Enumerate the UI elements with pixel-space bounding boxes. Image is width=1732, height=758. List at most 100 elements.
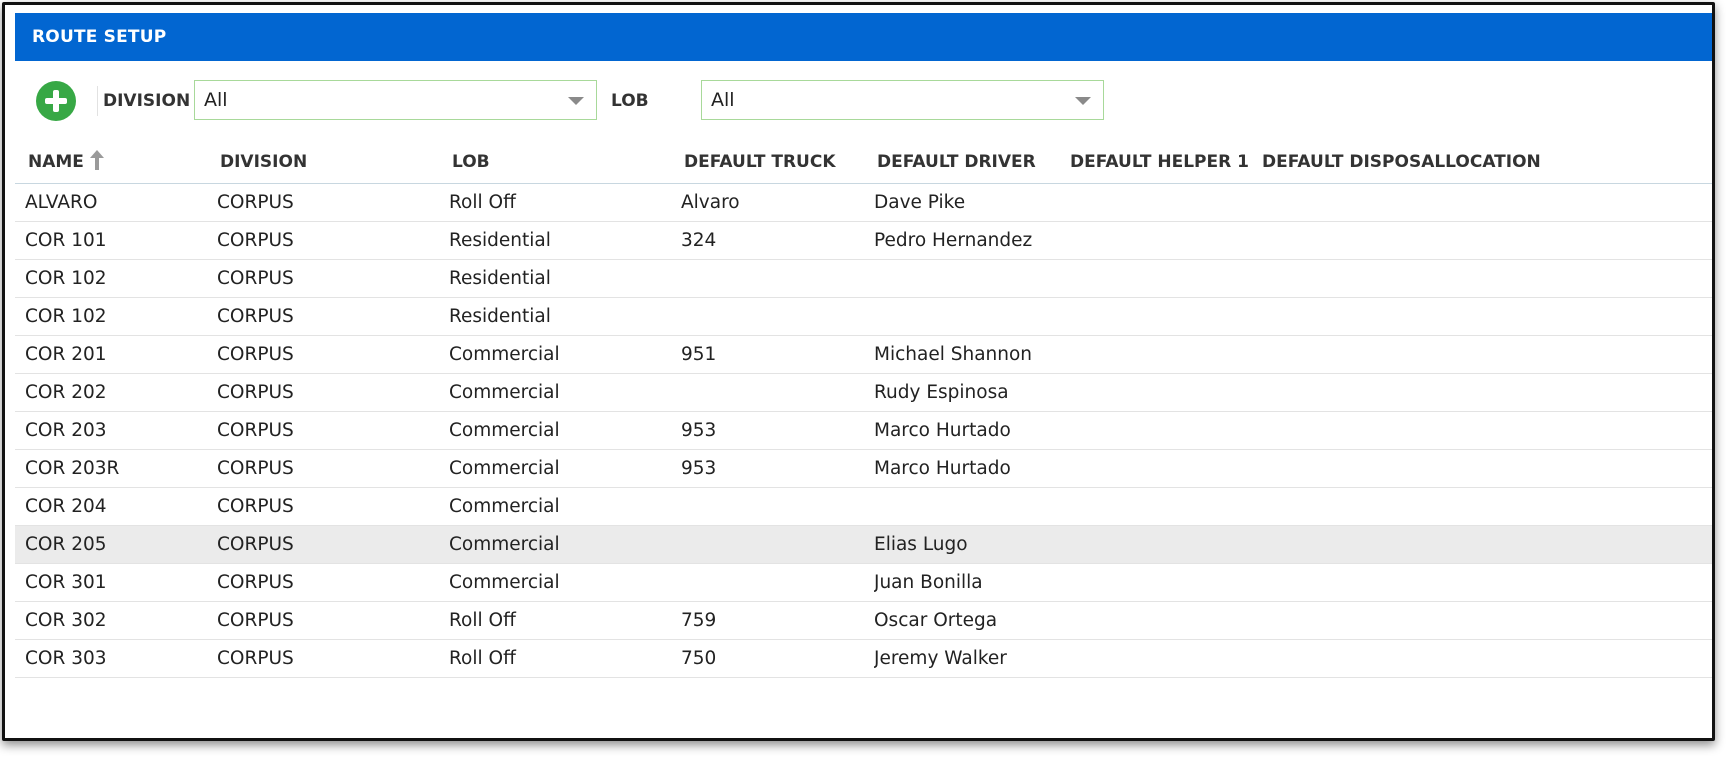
cell-default-disposal-location [1259,184,1559,221]
cell-name: COR 202 [25,382,107,403]
cell-lob: Commercial [449,382,560,403]
cell-default-truck [681,298,861,335]
table-row[interactable]: COR 302 CORPUS Roll Off 759 Oscar Ortega [15,602,1712,640]
column-header-division[interactable]: DIVISION [220,152,308,172]
filter-toolbar: DIVISION All LOB All [15,61,1712,141]
table-row[interactable]: COR 203 CORPUS Commercial 953 Marco Hurtado [15,412,1712,450]
cell-default-truck: 759 [681,610,717,631]
lob-filter-select[interactable]: All [701,80,1104,120]
cell-default-disposal-location [1259,564,1559,601]
cell-default-truck [681,488,861,525]
cell-division: CORPUS [217,420,294,441]
chevron-down-icon [568,97,584,105]
cell-default-truck: 953 [681,458,717,479]
cell-default-disposal-location [1259,222,1559,259]
cell-default-helper [1067,412,1257,449]
table-row[interactable]: COR 301 CORPUS Commercial Juan Bonilla [15,564,1712,602]
cell-name: COR 301 [25,572,107,593]
cell-name: COR 203 [25,420,107,441]
cell-default-disposal-location [1259,260,1559,297]
cell-default-helper [1067,298,1257,335]
column-header-default-driver[interactable]: DEFAULT DRIVER [877,152,1036,172]
cell-default-driver: Jeremy Walker [874,648,1007,669]
chevron-down-icon [1075,97,1091,105]
cell-default-helper [1067,222,1257,259]
cell-default-driver: Marco Hurtado [874,420,1011,441]
cell-name: COR 205 [25,534,107,555]
cell-name: COR 201 [25,344,107,365]
cell-lob: Roll Off [449,648,516,669]
cell-division: CORPUS [217,382,294,403]
table-row[interactable]: COR 201 CORPUS Commercial 951 Michael Shanno… [15,336,1712,374]
column-header-default-truck[interactable]: DEFAULT TRUCK [684,152,836,172]
cell-default-truck: 324 [681,230,717,251]
cell-default-disposal-location [1259,526,1559,563]
cell-name: COR 101 [25,230,107,251]
cell-default-helper [1067,640,1257,677]
cell-lob: Roll Off [449,192,516,213]
cell-default-truck [681,526,861,563]
cell-lob: Commercial [449,534,560,555]
cell-default-driver: Dave Pike [874,192,966,213]
cell-lob: Residential [449,268,551,289]
lob-filter-label: LOB [611,91,649,111]
table-row[interactable]: COR 102 CORPUS Residential [15,260,1712,298]
cell-name: COR 102 [25,306,107,327]
cell-default-truck [681,564,861,601]
cell-division: CORPUS [217,572,294,593]
cell-lob: Commercial [449,420,560,441]
column-header-default-helper[interactable]: DEFAULT HELPER 1 [1070,152,1249,172]
add-route-button[interactable] [36,81,76,121]
cell-division: CORPUS [217,648,294,669]
cell-default-helper [1067,564,1257,601]
cell-default-driver [874,260,1064,297]
cell-division: CORPUS [217,230,294,251]
cell-default-driver [874,298,1064,335]
cell-division: CORPUS [217,344,294,365]
cell-default-disposal-location [1259,450,1559,487]
cell-default-helper [1067,184,1257,221]
table-row[interactable]: ALVARO CORPUS Roll Off Alvaro Dave Pike [15,184,1712,222]
table-row[interactable]: COR 202 CORPUS Commercial Rudy Espinosa [15,374,1712,412]
table-row[interactable]: COR 203R CORPUS Commercial 953 Marco Hurtado [15,450,1712,488]
cell-default-helper [1067,488,1257,525]
cell-default-truck [681,374,861,411]
cell-name: COR 302 [25,610,107,631]
cell-division: CORPUS [217,268,294,289]
cell-name: COR 204 [25,496,107,517]
column-header-lob[interactable]: LOB [452,152,490,172]
division-filter-label: DIVISION [103,91,191,111]
column-header-label: NAME [28,152,84,172]
cell-division: CORPUS [217,458,294,479]
cell-division: CORPUS [217,534,294,555]
cell-default-disposal-location [1259,640,1559,677]
cell-default-truck: 951 [681,344,717,365]
cell-lob: Commercial [449,344,560,365]
cell-name: COR 203R [25,458,120,479]
cell-default-disposal-location [1259,298,1559,335]
column-header-default-disposal-location[interactable]: DEFAULT DISPOSALLOCATION [1262,152,1541,172]
cell-default-driver: Oscar Ortega [874,610,998,631]
cell-name: ALVARO [25,192,98,213]
cell-default-helper [1067,336,1257,373]
toolbar-divider [97,86,98,116]
cell-default-truck: 953 [681,420,717,441]
lob-filter-value: All [711,89,735,111]
table-row[interactable]: COR 204 CORPUS Commercial [15,488,1712,526]
cell-default-truck: Alvaro [681,192,740,213]
division-filter-select[interactable]: All [194,80,597,120]
cell-default-driver: Michael Shannon [874,344,1033,365]
cell-default-driver [874,488,1064,525]
cell-name: COR 303 [25,648,107,669]
cell-default-driver: Juan Bonilla [874,572,983,593]
table-row[interactable]: COR 101 CORPUS Residential 324 Pedro Hernand… [15,222,1712,260]
table-row[interactable]: COR 102 CORPUS Residential [15,298,1712,336]
table-row[interactable]: COR 303 CORPUS Roll Off 750 Jeremy Walker [15,640,1712,678]
cell-default-truck: 750 [681,648,717,669]
cell-default-driver: Marco Hurtado [874,458,1011,479]
table-row[interactable]: COR 205 CORPUS Commercial Elias Lugo [15,526,1712,564]
division-filter-value: All [204,89,228,111]
column-header-name[interactable]: NAME [28,141,104,183]
cell-default-truck [681,260,861,297]
cell-default-disposal-location [1259,374,1559,411]
